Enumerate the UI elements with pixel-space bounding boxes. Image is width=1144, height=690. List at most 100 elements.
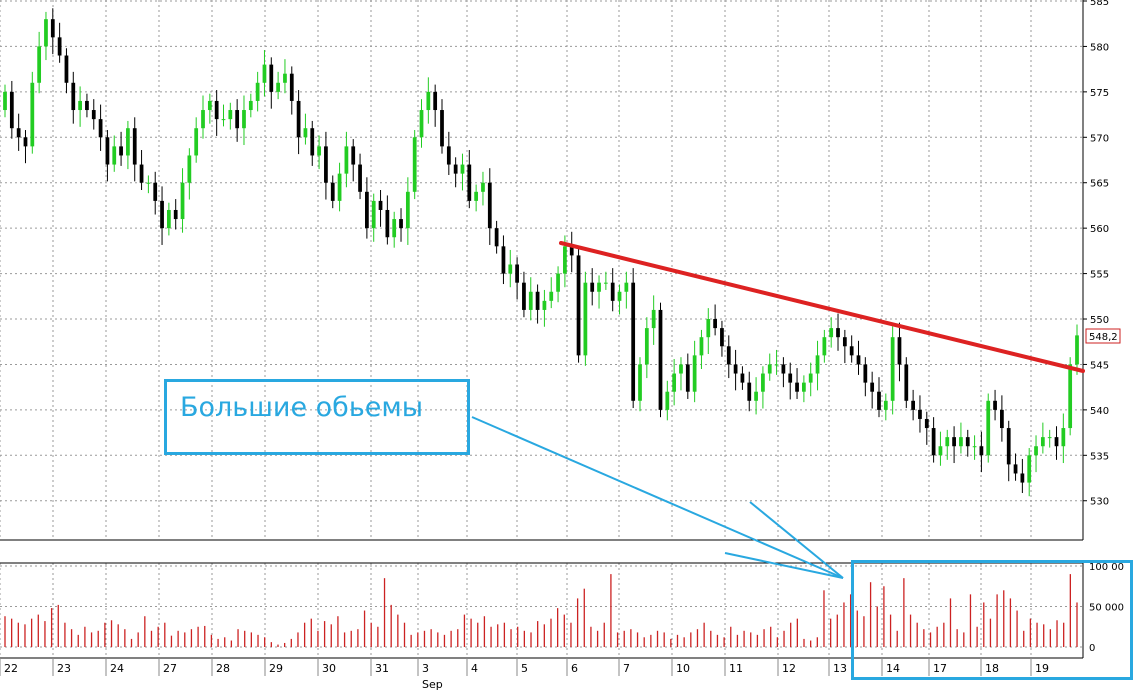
volume-tick-label: 0 [1089, 643, 1095, 654]
candlestick [166, 202, 171, 236]
candle-body [91, 110, 96, 120]
candle-body [651, 309, 656, 329]
candlestick [365, 177, 369, 239]
candlestick [1040, 422, 1045, 454]
candle-body [440, 110, 444, 147]
candlestick [85, 93, 89, 118]
candle-body [255, 82, 260, 101]
candlestick [392, 211, 397, 248]
candle-body [207, 100, 212, 111]
candlestick [50, 8, 55, 55]
candle-body [815, 355, 820, 374]
candlestick [1020, 458, 1025, 494]
candlestick [685, 353, 690, 399]
candle-body [201, 110, 205, 129]
candle-body [501, 246, 506, 274]
candle-body [740, 373, 745, 383]
candle-body [890, 337, 895, 401]
candlestick [583, 271, 588, 366]
candle-body [474, 191, 479, 201]
date-label: 17 [933, 662, 947, 675]
candle-body [856, 355, 861, 365]
candlestick [624, 271, 629, 309]
candle-body [931, 428, 936, 456]
candle-body [672, 373, 677, 392]
annotation-arrows [471, 416, 844, 579]
candlestick [153, 171, 158, 215]
candlestick [829, 317, 834, 348]
candle-body [1075, 335, 1079, 365]
candle-body [330, 182, 335, 201]
last-price-label: 548,2 [1089, 332, 1118, 343]
date-label: 14 [886, 662, 900, 675]
price-tick-label: 560 [1090, 224, 1109, 235]
candle-body [563, 246, 567, 274]
candle-body [870, 382, 875, 392]
candle-body [597, 282, 601, 292]
candlestick [1034, 435, 1038, 473]
candlestick [788, 362, 793, 400]
candlestick [802, 375, 806, 403]
candlestick [965, 429, 970, 457]
candle-body [699, 337, 704, 356]
date-label: 11 [729, 662, 743, 675]
candle-body [105, 137, 110, 165]
candlestick [597, 275, 601, 309]
date-labels: 22 23 24 27 28 29 30 31 3 4 5 6 7 10 11 12 13 14 17 18 19 Sep [0, 658, 1049, 690]
candle-body [98, 119, 103, 138]
candle-body [576, 255, 581, 356]
candle-body [351, 146, 356, 165]
candle-body [37, 46, 42, 83]
candlestick [542, 289, 547, 327]
candlestick [44, 11, 48, 61]
candlestick [890, 326, 895, 415]
candle-body [1013, 464, 1018, 474]
candlestick [945, 429, 950, 460]
candle-body [535, 291, 540, 310]
candle-body [836, 328, 840, 338]
price-tick-label: 580 [1090, 42, 1109, 53]
candlestick [289, 66, 294, 115]
candlestick [1006, 420, 1011, 482]
candle-body [153, 182, 158, 201]
arrow-line-lower [724, 552, 844, 579]
candlestick [405, 177, 410, 245]
candlestick [132, 117, 137, 182]
candlestick [426, 77, 431, 124]
high-volume-highlight-box [851, 560, 1133, 680]
candlestick [747, 371, 752, 412]
candle-body [897, 337, 902, 365]
arrow-line-main [471, 416, 844, 579]
candle-body [1034, 446, 1038, 456]
date-label: 19 [1035, 662, 1049, 675]
candlestick [767, 353, 772, 381]
candle-body [296, 100, 301, 138]
candle-body [904, 364, 909, 401]
candle-body [365, 191, 369, 229]
date-label: 18 [985, 662, 999, 675]
candlestick [481, 171, 485, 206]
annotation-label: Большие обьемы [180, 392, 424, 423]
candlestick [358, 153, 362, 200]
candlestick [269, 57, 274, 109]
candle-body [522, 282, 526, 310]
candle-body [160, 200, 164, 229]
candle-body [248, 100, 253, 111]
candlestick [460, 153, 465, 191]
candle-body [1068, 364, 1073, 429]
candle-body [276, 82, 280, 92]
candlestick [959, 422, 963, 454]
candlestick [453, 157, 458, 188]
candle-body [57, 37, 62, 56]
date-label: 31 [375, 662, 389, 675]
candle-body [638, 364, 642, 401]
arrow-line-upper [749, 501, 844, 579]
candle-body [938, 446, 943, 456]
candle-body [972, 446, 977, 448]
candlestick [781, 357, 786, 388]
candle-body [310, 128, 315, 156]
candle-body [1006, 428, 1011, 465]
candlestick [986, 393, 991, 463]
candlestick [883, 393, 888, 421]
candlestick [638, 357, 642, 412]
